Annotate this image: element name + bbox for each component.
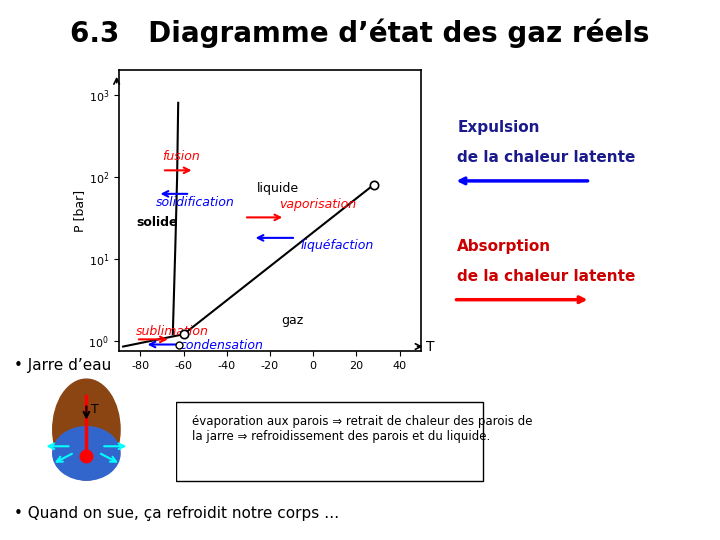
Text: • Quand on sue, ça refroidit notre corps …: • Quand on sue, ça refroidit notre corps… [14,507,340,522]
Text: fusion: fusion [162,150,199,163]
Text: vaporisation: vaporisation [279,198,356,211]
Ellipse shape [53,427,120,480]
Text: Expulsion: Expulsion [457,120,540,136]
Text: gaz: gaz [281,314,303,327]
Text: de la chaleur latente: de la chaleur latente [457,269,636,284]
Text: T: T [91,403,99,416]
Ellipse shape [53,379,120,480]
Text: • Jarre d’eau: • Jarre d’eau [14,358,112,373]
Text: liquide: liquide [257,182,300,195]
Text: condensation: condensation [179,339,263,352]
Text: sublimation: sublimation [136,325,209,338]
Text: liquéfaction: liquéfaction [300,239,374,253]
FancyBboxPatch shape [176,402,483,481]
Text: T: T [426,340,434,354]
Text: solidification: solidification [156,196,234,209]
Y-axis label: P [bar]: P [bar] [73,190,86,232]
Text: de la chaleur latente: de la chaleur latente [457,150,636,165]
Text: Absorption: Absorption [457,239,552,254]
Text: 6.3   Diagramme d’état des gaz réels: 6.3 Diagramme d’état des gaz réels [71,19,649,49]
Text: solide: solide [136,216,178,229]
Text: évaporation aux parois ⇒ retrait de chaleur des parois de
la jarre ⇒ refroidisse: évaporation aux parois ⇒ retrait de chal… [192,415,532,443]
